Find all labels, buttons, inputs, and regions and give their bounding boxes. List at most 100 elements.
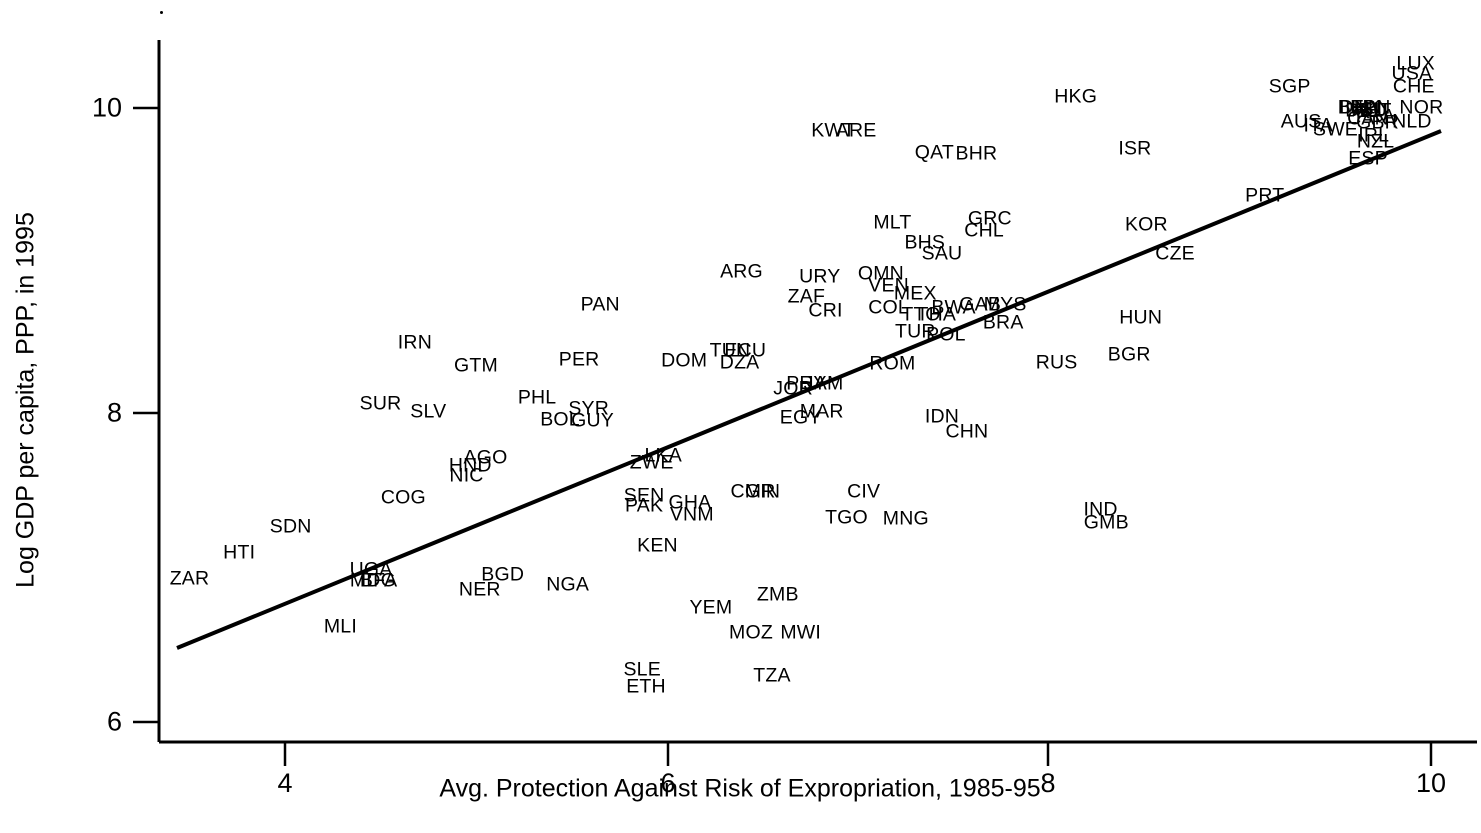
data-point-label-dom: DOM: [661, 349, 708, 372]
data-point-label-are: ARE: [835, 119, 877, 142]
x-tick-label-4: 4: [277, 768, 293, 798]
data-point-label-guy: GUY: [571, 409, 614, 432]
data-point-label-dnk: DNK: [1339, 96, 1382, 119]
data-point-label-slv: SLV: [410, 400, 447, 423]
data-point-label-nld: NLD: [1392, 110, 1432, 133]
data-point-label-mar: MAR: [799, 400, 844, 423]
data-point-label-hkg: HKG: [1054, 85, 1098, 108]
data-point-label-moz: MOZ: [729, 621, 773, 644]
data-point-label-lux: LUX: [1396, 51, 1435, 74]
data-point-label-bel: BEL: [1337, 96, 1376, 119]
data-point-label-phl: PHL: [517, 386, 557, 409]
data-point-label-zaf: ZAF: [787, 285, 826, 308]
data-point-label-tun: TUN: [709, 338, 751, 361]
data-point-label-nga: NGA: [546, 573, 590, 596]
data-point-label-grc: GRC: [967, 206, 1012, 229]
x-tick-label-6: 6: [660, 768, 676, 798]
data-point-label-omn: OMN: [857, 262, 904, 285]
data-point-label-nzl: NZL: [1356, 130, 1395, 153]
data-point-label-tha: THA: [916, 303, 957, 326]
data-point-label-cog: COG: [380, 486, 426, 509]
data-point-label-rom: ROM: [869, 352, 916, 375]
data-point-label-isr: ISR: [1118, 137, 1152, 160]
data-point-label-bwa: BWA: [931, 295, 976, 318]
y-axis-title: Log GDP per capita, PPP, in 1995: [11, 212, 40, 588]
data-point-label-ken: KEN: [637, 533, 678, 556]
data-point-label-aus: AUS: [1280, 110, 1322, 133]
data-point-label-tto: TTO: [901, 303, 941, 326]
data-point-label-gtm: GTM: [454, 354, 498, 377]
data-point-label-gab: GAB: [959, 292, 1002, 315]
data-point-label-hti: HTI: [223, 541, 256, 564]
data-point-label-sen: SEN: [623, 484, 665, 507]
data-point-label-irl: IRL: [1358, 123, 1390, 146]
data-point-label-mex: MEX: [893, 281, 937, 304]
data-point-label-fra: FRA: [1355, 105, 1396, 128]
data-point-label-vnm: VNM: [669, 503, 714, 526]
data-point-label-fin: FIN: [1350, 96, 1383, 119]
x-tick-label-8: 8: [1040, 768, 1056, 798]
data-point-label-pan: PAN: [580, 292, 620, 315]
data-point-label-prt: PRT: [1245, 183, 1285, 206]
data-point-label-jor: JOR: [773, 377, 813, 400]
x-axis-ticks: [283, 742, 1433, 766]
data-point-label-sdn: SDN: [269, 515, 312, 538]
data-point-label-ind: IND: [1083, 498, 1118, 521]
data-point-label-bgr: BGR: [1107, 343, 1151, 366]
data-point-label-mwi: MWI: [780, 621, 822, 644]
data-point-label-mdg: MDG: [349, 569, 396, 592]
data-point-label-bra: BRA: [982, 311, 1024, 334]
y-axis-ticks: [133, 106, 159, 724]
data-point-label-kor: KOR: [1124, 212, 1168, 235]
y-tick-label-6: 6: [106, 706, 122, 737]
data-point-label-gmb: GMB: [1083, 510, 1129, 533]
data-point-label-ner: NER: [458, 578, 501, 601]
data-point-label-irn: IRN: [397, 331, 432, 354]
data-point-label-che: CHE: [1392, 74, 1435, 97]
data-point-label-col: COL: [868, 295, 909, 318]
data-point-label-ven: VEN: [868, 274, 909, 297]
data-point-label-pry: PRY: [786, 372, 827, 395]
data-point-label-bhs: BHS: [904, 231, 946, 254]
stray-pixel-mark: [160, 11, 163, 14]
data-point-label-tur: TUR: [894, 320, 936, 343]
regression-fit-line: [176, 129, 1442, 650]
data-point-label-swe: SWE: [1312, 117, 1359, 140]
data-point-label-isl: ISL: [1354, 97, 1385, 120]
data-point-label-pol: POL: [926, 323, 966, 346]
data-point-label-hnd: HND: [448, 453, 492, 476]
data-point-label-tgo: TGO: [825, 506, 868, 529]
data-point-label-rus: RUS: [1035, 351, 1078, 374]
data-point-label-bgd: BGD: [481, 562, 525, 585]
data-point-label-yem: YEM: [689, 596, 733, 619]
data-point-label-ago: AGO: [463, 446, 508, 469]
data-point-label-gin: GIN: [744, 480, 781, 503]
data-point-label-syr: SYR: [568, 397, 610, 420]
data-point-label-arg: ARG: [720, 260, 763, 283]
data-point-label-qat: QAT: [914, 140, 955, 163]
data-point-label-cri: CRI: [808, 298, 843, 321]
data-point-label-bfa: BFA: [359, 569, 398, 592]
data-point-label-zwe: ZWE: [629, 450, 674, 473]
data-point-label-usa: USA: [1391, 62, 1433, 85]
data-point-label-dza: DZA: [719, 351, 760, 374]
data-point-label-cmr: CMR: [730, 480, 776, 503]
data-point-label-can: CAN: [1347, 106, 1389, 129]
data-point-label-mng: MNG: [882, 507, 929, 530]
data-point-label-sur: SUR: [359, 392, 402, 415]
data-point-label-deu: DEU: [1345, 99, 1387, 122]
data-point-label-aut: AUT: [1351, 99, 1392, 122]
data-point-label-lka: LKA: [644, 444, 682, 467]
data-point-label-pak: PAK: [625, 493, 664, 516]
data-point-label-jpn: JPN: [1353, 96, 1391, 119]
data-point-label-ecu: ECU: [724, 338, 767, 361]
data-point-label-tza: TZA: [753, 664, 791, 687]
data-point-label-per: PER: [558, 347, 600, 370]
data-point-label-bhr: BHR: [955, 142, 998, 165]
data-point-label-sle: SLE: [623, 658, 661, 681]
data-point-label-gbr: GBR: [1356, 111, 1399, 134]
x-axis-title: Avg. Protection Against Risk of Expropri…: [439, 774, 1041, 803]
x-tick-label-10: 10: [1415, 768, 1447, 798]
